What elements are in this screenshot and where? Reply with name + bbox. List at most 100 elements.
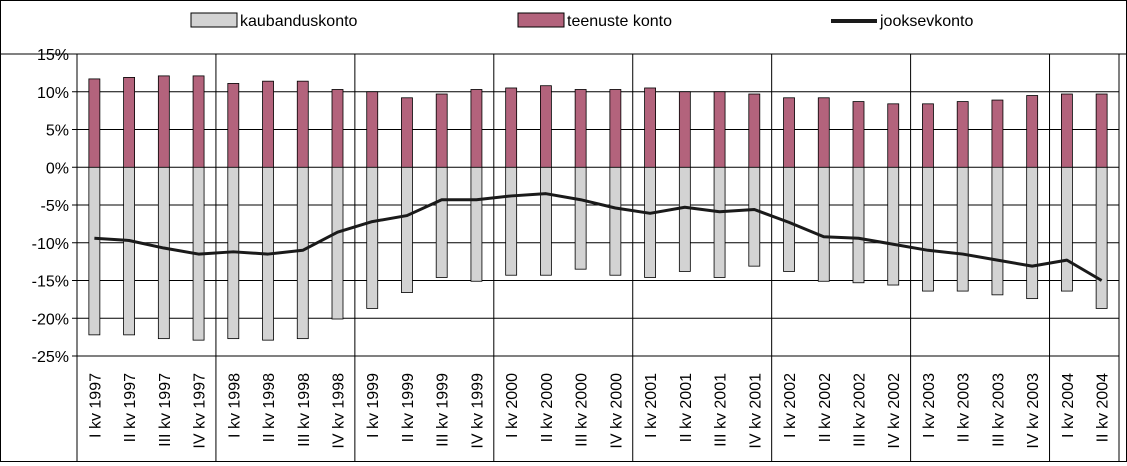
bars [88,75,1108,341]
x-tick-label: III kv 1997 [157,373,174,447]
x-tick-label: III kv 1999 [435,373,452,447]
x-tick-label: II kv 2004 [1095,373,1112,442]
bar-teenuste-konto [296,80,309,168]
bar-teenuste-konto [366,91,379,168]
bar-kaubanduskonto [644,166,656,278]
bar-kaubanduskonto [678,166,691,272]
x-tick-label: IV kv 1999 [469,373,486,449]
x-tick-label: II kv 1998 [261,373,278,442]
bar-teenuste-konto [817,97,830,168]
bar-teenuste-konto [123,77,135,168]
bar-kaubanduskonto [366,166,379,309]
bar-teenuste-konto [157,75,170,168]
x-tick-label: IV kv 2001 [747,373,764,449]
x-tick-label: II kv 2001 [678,373,695,442]
x-tick-label: I kv 2003 [921,373,938,438]
bar-kaubanduskonto [88,166,101,336]
bar-teenuste-konto [956,101,969,168]
tick-labels: 15% 10% 5% 0% -5% -10% -15% -20% -25% I kv 1997 II… [32,47,1112,449]
bar-kaubanduskonto [609,166,622,276]
x-tick-label: I kv 1999 [365,373,382,438]
x-tick-label: I kv 1997 [87,373,104,438]
bar-teenuste-konto [1095,93,1108,168]
bar-teenuste-konto [609,89,622,168]
y-tick-label: 15% [37,47,69,64]
bar-teenuste-konto [505,87,518,168]
y-tick-label: 5% [46,123,69,140]
x-tick-label: I kv 2000 [504,373,521,438]
y-tick-label: 0% [46,160,69,177]
bar-kaubanduskonto [1061,166,1073,292]
bar-teenuste-konto [574,89,587,168]
bar-teenuste-konto [1061,93,1073,168]
bar-teenuste-konto [262,80,274,168]
bar-kaubanduskonto [470,166,483,282]
x-tick-label: IV kv 2000 [608,373,625,449]
x-tick-label: III kv 1998 [296,373,313,447]
bar-kaubanduskonto [817,166,830,282]
x-tick-label: II kv 1999 [400,373,417,442]
y-tick-label: -10% [32,236,69,253]
bar-teenuste-konto [540,85,552,168]
bar-kaubanduskonto [505,166,518,276]
x-tick-label: I kv 2002 [782,373,799,438]
x-tick-label: III kv 2001 [713,373,730,447]
bar-kaubanduskonto [713,166,726,278]
bar-teenuste-konto [644,87,656,168]
bar-kaubanduskonto [1026,166,1039,300]
x-tick-label: III kv 2003 [990,373,1007,447]
bar-kaubanduskonto [401,166,413,293]
bar-teenuste-konto [748,93,761,168]
legend-swatch [190,12,238,28]
legend-label: teenuste konto [567,13,672,30]
bar-kaubanduskonto [852,166,865,284]
bar-kaubanduskonto [331,166,344,320]
x-tick-label: IV kv 2003 [1025,373,1042,449]
y-tick-label: 10% [37,85,69,102]
bar-teenuste-konto [470,89,483,168]
bar-teenuste-konto [435,93,448,168]
legend-swatch [517,12,565,28]
x-tick-label: I kv 2004 [1060,373,1077,438]
x-tick-label: II kv 2000 [539,373,556,442]
legend-label: jooksevkonto [879,13,973,30]
bar-kaubanduskonto [922,166,934,292]
x-tick-label: III kv 2000 [574,373,591,447]
line-series [94,192,1103,282]
x-tick-label: IV kv 1997 [192,373,209,449]
line-jooksevkonto [94,192,1103,282]
x-tick-label: III kv 2002 [852,373,869,447]
x-tick-label: IV kv 1998 [331,373,348,449]
bar-kaubanduskonto [956,166,969,292]
x-tick-label: I kv 2001 [643,373,660,438]
axes [1,53,1126,461]
x-tick-label: II kv 2003 [956,373,973,442]
y-tick-label: -5% [41,198,69,215]
bar-kaubanduskonto [1095,166,1108,309]
bar-teenuste-konto [713,91,726,168]
bar-teenuste-konto [783,97,795,168]
bar-teenuste-konto [331,89,344,168]
bar-kaubanduskonto [748,166,761,267]
bar-kaubanduskonto [296,166,309,340]
bar-kaubanduskonto [540,166,552,276]
bar-teenuste-konto [401,97,413,168]
bar-teenuste-konto [88,78,101,168]
bar-teenuste-konto [887,103,900,168]
bar-kaubanduskonto [991,166,1004,296]
bar-teenuste-konto [922,103,934,168]
bar-teenuste-konto [192,75,205,168]
legend-label: kaubanduskonto [240,13,358,30]
y-tick-label: -20% [32,311,69,328]
bar-kaubanduskonto [887,166,900,286]
bar-kaubanduskonto [123,166,135,336]
x-tick-label: II kv 1997 [122,373,139,442]
y-tick-label: -25% [32,349,69,366]
bar-teenuste-konto [852,101,865,168]
x-tick-label: IV kv 2002 [886,373,903,449]
bar-teenuste-konto [678,91,691,168]
x-tick-label: II kv 2002 [817,373,834,442]
bar-teenuste-konto [1026,95,1039,168]
bar-kaubanduskonto [574,166,587,270]
